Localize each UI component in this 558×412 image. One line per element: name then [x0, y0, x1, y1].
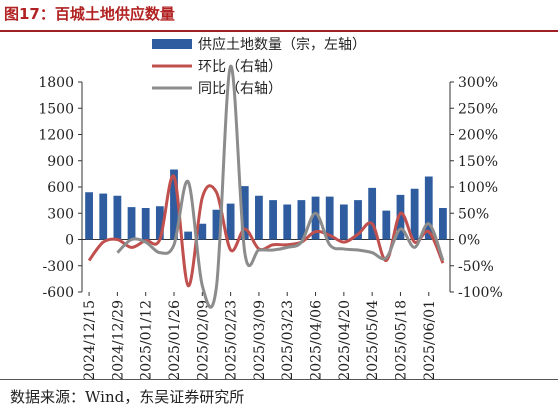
right-tick-label: 0%	[458, 233, 480, 249]
chart-lines	[87, 64, 445, 309]
right-tick-label: 300%	[458, 75, 498, 91]
left-tick-label: 600	[47, 180, 74, 196]
x-tick-label: 2025/02/23	[224, 300, 240, 380]
bar	[212, 209, 221, 240]
bar	[396, 194, 405, 240]
left-tick-label: -300	[43, 259, 74, 275]
x-tick-label: 2024/12/15	[82, 300, 98, 380]
legend-swatch-bar	[152, 39, 192, 49]
right-tick-label: -100%	[458, 285, 503, 301]
yoy-line	[116, 64, 445, 309]
bar	[184, 231, 193, 240]
bar	[382, 210, 391, 240]
x-tick-label: 2025/04/20	[337, 300, 353, 380]
bar	[255, 195, 263, 240]
left-tick-label: 300	[47, 206, 74, 222]
x-tick-label: 2025/03/09	[252, 300, 268, 380]
bar	[325, 196, 334, 240]
bar	[141, 208, 150, 240]
x-tick-label: 2024/12/29	[110, 300, 126, 380]
left-tick-label: 1800	[38, 75, 74, 91]
right-tick-label: 250%	[458, 101, 498, 117]
chart: -600 -300 0 300 600 900 1200 1500 1800 -100% -50% 0…	[38, 36, 502, 380]
x-tick-label: 2025/06/01	[422, 300, 438, 380]
right-tick-label: 200%	[458, 128, 498, 144]
x-tick-label: 2025/05/18	[393, 300, 409, 380]
right-tick-label: 50%	[458, 206, 489, 222]
right-tick-label: 100%	[458, 180, 498, 196]
bar	[297, 200, 306, 240]
left-tick-label: -600	[43, 285, 74, 301]
bar	[283, 204, 292, 240]
bar	[113, 195, 122, 240]
bar	[424, 176, 433, 240]
bar	[240, 186, 249, 240]
legend-label: 环比（右轴）	[198, 59, 282, 75]
x-tick-label: 2025/01/26	[167, 300, 183, 380]
legend-label: 同比（右轴）	[198, 81, 282, 97]
bar	[354, 200, 362, 240]
x-tick-label: 2025/04/06	[309, 300, 325, 380]
chart-axes: -600 -300 0 300 600 900 1200 1500 1800 -100% -50% 0…	[38, 75, 502, 380]
bar	[155, 206, 164, 240]
bar	[368, 187, 377, 240]
bar	[410, 188, 419, 240]
figure-title: 图17：百城土地供应数量	[4, 5, 175, 23]
bar	[170, 169, 178, 240]
left-tick-label: 0	[65, 233, 74, 249]
right-tick-label: -50%	[458, 259, 494, 275]
title-rule	[0, 30, 558, 32]
x-tick-label: 2025/01/12	[139, 300, 155, 380]
bar	[339, 204, 348, 240]
bar	[85, 192, 93, 240]
source-note: 数据来源：Wind，东吴证券研究所	[10, 388, 245, 406]
bar	[198, 223, 207, 240]
left-tick-label: 1500	[38, 101, 74, 117]
bar	[226, 203, 235, 240]
x-tick-label: 2025/03/23	[280, 300, 296, 380]
bar	[311, 196, 320, 240]
right-tick-label: 150%	[458, 154, 498, 170]
chart-legend: 供应土地数量（宗，左轴） 环比（右轴） 同比（右轴）	[152, 36, 366, 97]
bar	[439, 208, 447, 240]
x-tick-label: 2025/02/09	[195, 300, 211, 380]
left-tick-label: 900	[47, 154, 74, 170]
left-tick-label: 1200	[38, 128, 74, 144]
x-tick-label: 2025/05/04	[365, 300, 381, 380]
source-rule	[0, 379, 558, 380]
bar	[269, 200, 277, 240]
bar	[99, 193, 108, 240]
legend-label: 供应土地数量（宗，左轴）	[198, 36, 366, 53]
chart-bars	[85, 169, 447, 240]
bar	[127, 207, 136, 240]
